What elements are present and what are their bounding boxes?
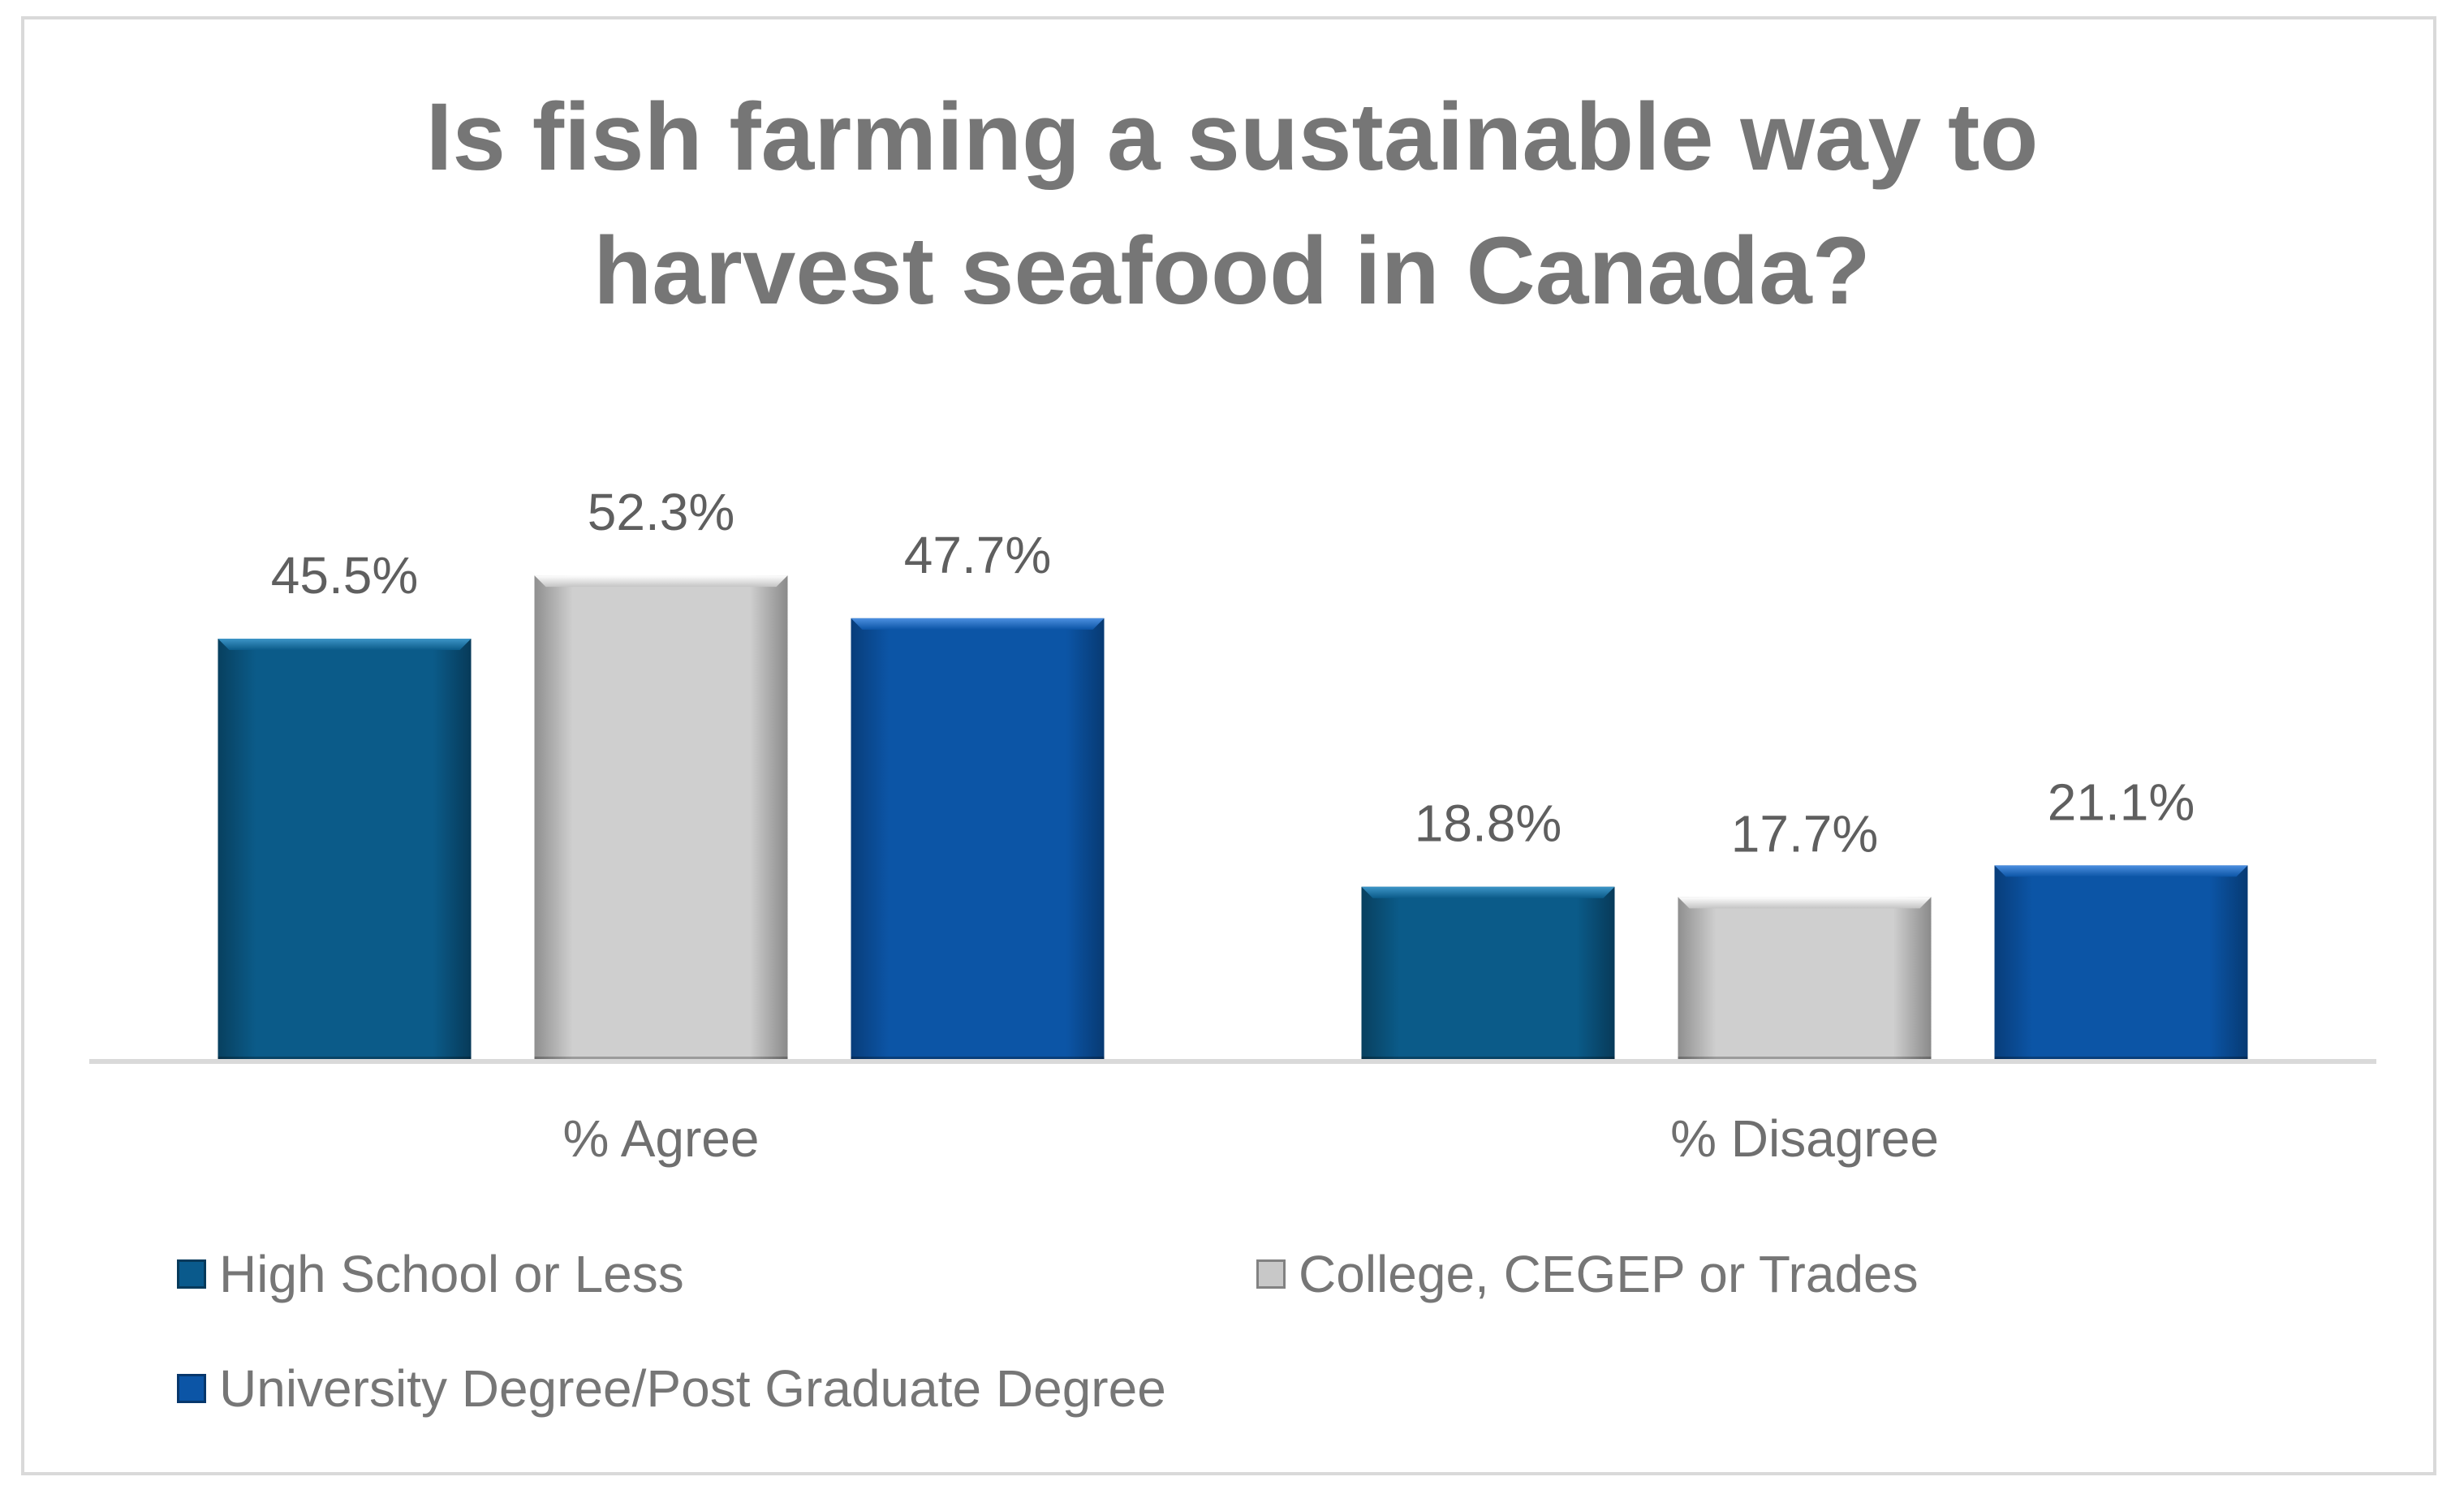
legend-swatch-high-school: [177, 1259, 206, 1289]
legend-swatch-college: [1256, 1259, 1286, 1289]
bar-top-bevel: [1361, 886, 1615, 898]
legend-label-university: University Degree/Post Graduate Degree: [219, 1359, 1166, 1418]
bar-top-bevel: [534, 575, 788, 588]
data-label-disagree-college-cegep-or-trades: 17.7%: [1731, 804, 1878, 863]
category-label-disagree: % Disagree: [1670, 1109, 1939, 1168]
chart-title-line-2: harvest seafood in Canada?: [593, 217, 1871, 325]
chart-title-line-1: Is fish farming a sustainable way to: [425, 84, 2039, 191]
legend-label-high-school: High School or Less: [219, 1245, 684, 1303]
data-label-agree-university-degree-post-graduate-degree: 47.7%: [904, 526, 1051, 584]
bar-top-bevel: [851, 618, 1105, 630]
bar-disagree-college-cegep-or-trades: [1678, 897, 1932, 1061]
bar-agree-high-school-or-less: [218, 639, 472, 1061]
bar-body: [1994, 865, 2248, 1061]
data-label-disagree-high-school-or-less: 18.8%: [1415, 794, 1562, 853]
bar-disagree-university-degree-post-graduate-degree: [1994, 865, 2248, 1061]
bar-body: [1678, 897, 1932, 1061]
bar-disagree-high-school-or-less: [1361, 886, 1615, 1061]
bar-top-bevel: [1994, 865, 2248, 877]
category-label-agree: % Agree: [563, 1109, 760, 1168]
legend-swatch-university: [177, 1374, 206, 1403]
bars-layer: [218, 575, 2248, 1061]
bar-top-bevel: [1678, 897, 1932, 909]
data-label-disagree-university-degree-post-graduate-degree: 21.1%: [2048, 773, 2195, 831]
legend-item-college: College, CEGEP or Trades: [1256, 1245, 1919, 1303]
bar-top-bevel: [218, 639, 472, 651]
bar-body: [851, 618, 1105, 1061]
labels-layer: 45.5% 52.3% 47.7% % Agree 18.8% 17.7% 21.1% % D…: [271, 483, 2195, 1168]
bar-body: [534, 575, 788, 1061]
data-label-agree-college-cegep-or-trades: 52.3%: [588, 483, 734, 541]
legend-item-high-school: High School or Less: [177, 1245, 684, 1303]
bar-agree-university-degree-post-graduate-degree: [851, 618, 1105, 1061]
legend-item-university: University Degree/Post Graduate Degree: [177, 1359, 1166, 1418]
legend-label-college: College, CEGEP or Trades: [1299, 1245, 1919, 1303]
bar-body: [218, 639, 472, 1061]
data-label-agree-high-school-or-less: 45.5%: [271, 546, 418, 605]
bar-body: [1361, 886, 1615, 1061]
bar-agree-college-cegep-or-trades: [534, 575, 788, 1061]
